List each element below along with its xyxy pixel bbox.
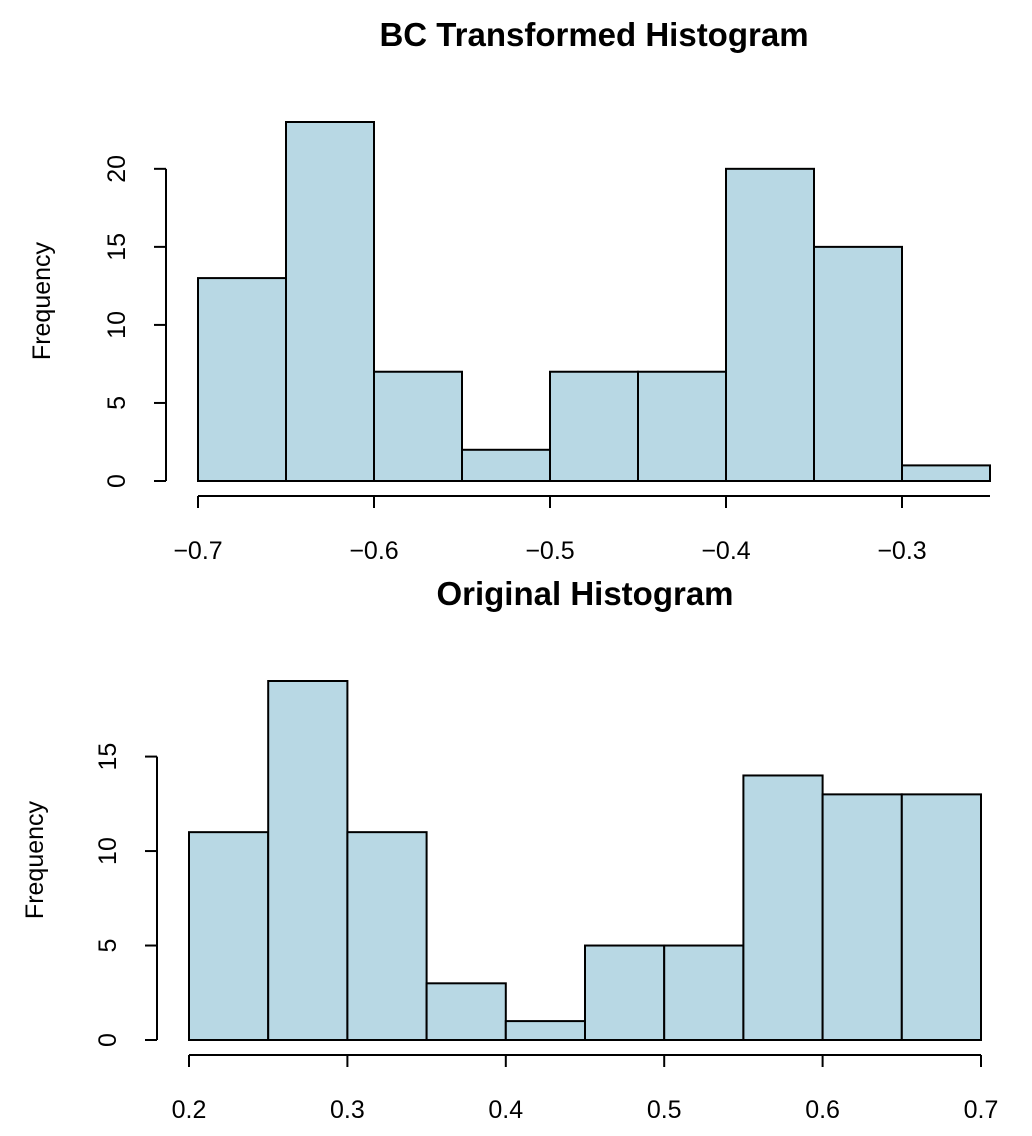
histogram-bar bbox=[742, 774, 824, 1041]
y-axis-label: Frequency bbox=[21, 800, 49, 919]
chart-title: Original Histogram bbox=[436, 575, 733, 612]
y-tick-label: 0 bbox=[103, 474, 131, 488]
x-tick-label: 0.3 bbox=[330, 1096, 365, 1124]
histogram-bar bbox=[267, 680, 349, 1041]
histogram-bar bbox=[425, 982, 507, 1042]
histogram-bar bbox=[584, 944, 666, 1041]
histogram-bar bbox=[346, 831, 428, 1041]
y-tick-label: 5 bbox=[103, 396, 131, 410]
bars bbox=[197, 121, 991, 483]
histogram-bar bbox=[821, 793, 903, 1041]
y-axis-label: Frequency bbox=[28, 241, 56, 360]
y-tick-label: 15 bbox=[94, 743, 122, 771]
histogram-bar bbox=[188, 831, 270, 1041]
y-tick-label: 10 bbox=[103, 311, 131, 339]
x-tick-label: 0.7 bbox=[964, 1096, 999, 1124]
bars bbox=[188, 680, 982, 1042]
y-tick-label: 20 bbox=[103, 155, 131, 183]
y-tick-label: 0 bbox=[94, 1033, 122, 1047]
histogram-bar bbox=[549, 370, 639, 483]
histogram-bar bbox=[725, 167, 815, 482]
histogram-bar bbox=[197, 277, 287, 482]
y-axis: 0 5 10 15 20 bbox=[103, 155, 167, 488]
x-tick-label: 0.2 bbox=[172, 1096, 207, 1124]
x-tick-label: 0.5 bbox=[647, 1096, 682, 1124]
histogram-bar bbox=[373, 370, 463, 483]
chart-title: BC Transformed Histogram bbox=[379, 16, 808, 53]
x-tick-label: −0.5 bbox=[525, 537, 574, 565]
histogram-bar bbox=[900, 793, 982, 1041]
y-tick-label: 5 bbox=[94, 939, 122, 953]
histogram-bar bbox=[461, 448, 551, 483]
histogram-bar bbox=[663, 944, 745, 1041]
y-tick-label: 10 bbox=[94, 837, 122, 865]
y-axis: 0 5 10 15 bbox=[94, 743, 158, 1047]
histogram-bar bbox=[813, 245, 903, 482]
x-tick-label: −0.3 bbox=[877, 537, 926, 565]
x-tick-label: −0.7 bbox=[173, 537, 222, 565]
histogram-bar bbox=[504, 1020, 586, 1042]
histogram-bar bbox=[285, 121, 375, 482]
x-tick-label: −0.4 bbox=[701, 537, 750, 565]
x-tick-label: −0.6 bbox=[349, 537, 398, 565]
histogram-bar bbox=[637, 370, 727, 483]
chart-bc-transformed: BC Transformed Histogram Frequency 0 5 10 1… bbox=[28, 16, 991, 565]
x-axis: −0.7 −0.6 −0.5 −0.4 −0.3 bbox=[173, 495, 990, 565]
y-tick-label: 15 bbox=[103, 233, 131, 261]
x-axis: 0.2 0.3 0.4 0.5 0.6 0.7 bbox=[172, 1054, 999, 1124]
x-tick-label: 0.4 bbox=[488, 1096, 523, 1124]
histogram-bar bbox=[901, 464, 991, 482]
x-tick-label: 0.6 bbox=[805, 1096, 840, 1124]
